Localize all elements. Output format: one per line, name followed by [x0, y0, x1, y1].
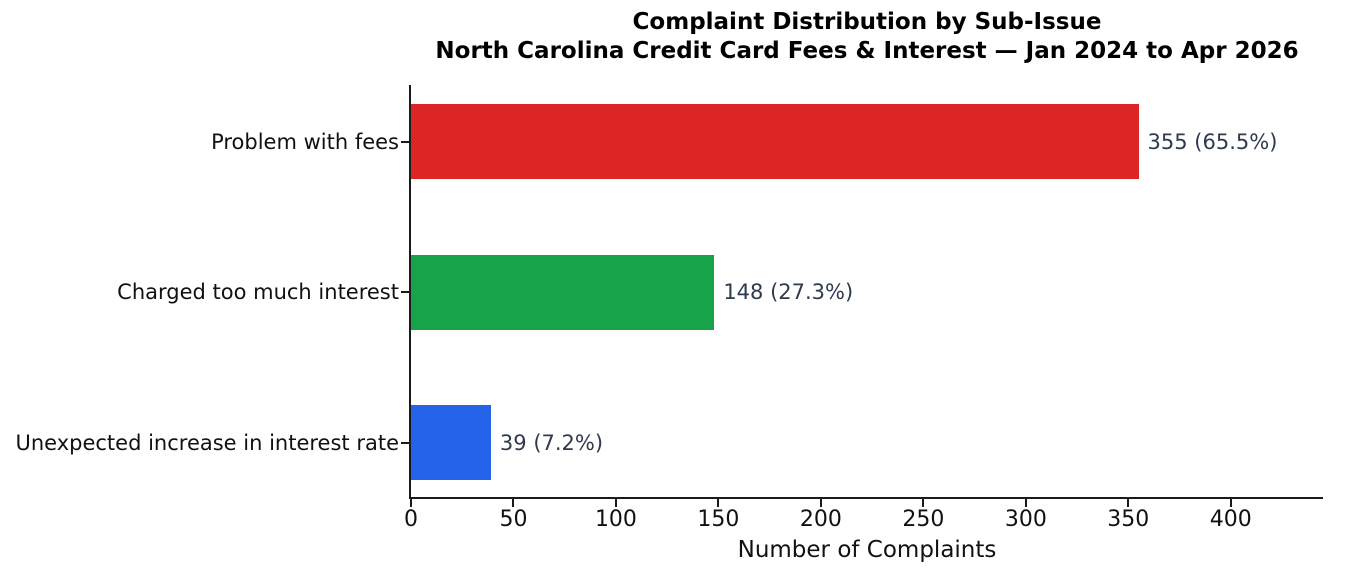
x-tick-400 — [1229, 499, 1232, 507]
x-tick-label-250: 250 — [902, 507, 945, 532]
x-axis-label: Number of Complaints — [737, 537, 997, 563]
x-tick-label-400: 400 — [1209, 507, 1252, 532]
chart-title-block: Complaint Distribution by Sub-Issue Nort… — [389, 8, 1345, 66]
chart-subtitle: North Carolina Credit Card Fees & Intere… — [435, 38, 1299, 64]
value-label-charged-too-much-interest: 148 (27.3%) — [723, 280, 854, 304]
x-tick-250 — [922, 499, 925, 507]
x-tick-150 — [717, 499, 720, 507]
chart-title: Complaint Distribution by Sub-Issue — [632, 9, 1102, 35]
x-tick-50 — [512, 499, 515, 507]
value-label-problem-with-fees: 355 (65.5%) — [1147, 129, 1278, 154]
x-tick-200 — [819, 499, 822, 507]
x-tick-label-300: 300 — [1004, 507, 1047, 532]
x-tick-350 — [1127, 499, 1130, 507]
bar-charged-too-much-interest — [411, 254, 715, 330]
x-tick-100 — [614, 499, 617, 507]
category-label-problem-with-fees: Problem with fees — [211, 129, 399, 154]
x-tick-label-0: 0 — [404, 507, 418, 532]
x-tick-300 — [1024, 499, 1027, 507]
category-label-unexpected-increase-in-interest-rate: Unexpected increase in interest rate — [15, 430, 399, 455]
x-tick-label-150: 150 — [697, 507, 740, 532]
bar-problem-with-fees — [411, 104, 1139, 179]
y-axis-spine — [409, 85, 411, 499]
x-tick-label-350: 350 — [1107, 507, 1150, 532]
x-tick-label-200: 200 — [799, 507, 842, 532]
value-label-unexpected-increase-in-interest-rate: 39 (7.2%) — [499, 430, 604, 455]
x-tick-0 — [410, 499, 412, 507]
y-tick-0 — [401, 140, 409, 143]
y-tick-1 — [401, 291, 409, 293]
x-axis-spine — [409, 497, 1323, 499]
x-tick-label-100: 100 — [594, 507, 637, 532]
category-label-charged-too-much-interest: Charged too much interest — [117, 280, 399, 304]
y-tick-2 — [401, 441, 409, 444]
bar-unexpected-increase-in-interest-rate — [411, 405, 491, 480]
x-tick-label-50: 50 — [499, 507, 528, 532]
